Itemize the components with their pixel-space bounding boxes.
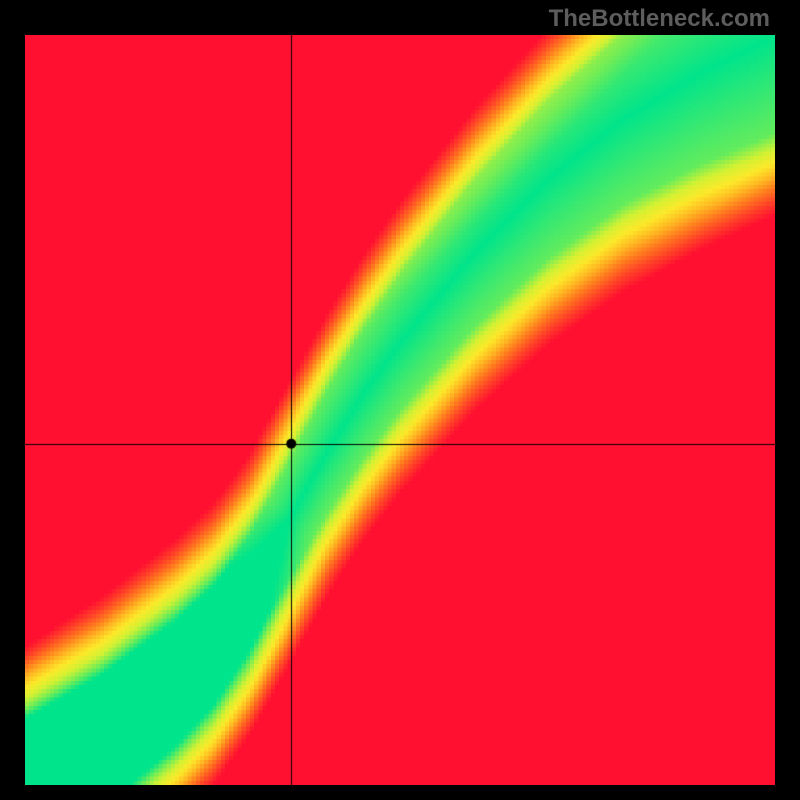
watermark-text: TheBottleneck.com [549,5,770,33]
chart-container: { "watermark": { "text": "TheBottleneck.… [0,0,800,800]
crosshair-overlay [25,35,775,785]
